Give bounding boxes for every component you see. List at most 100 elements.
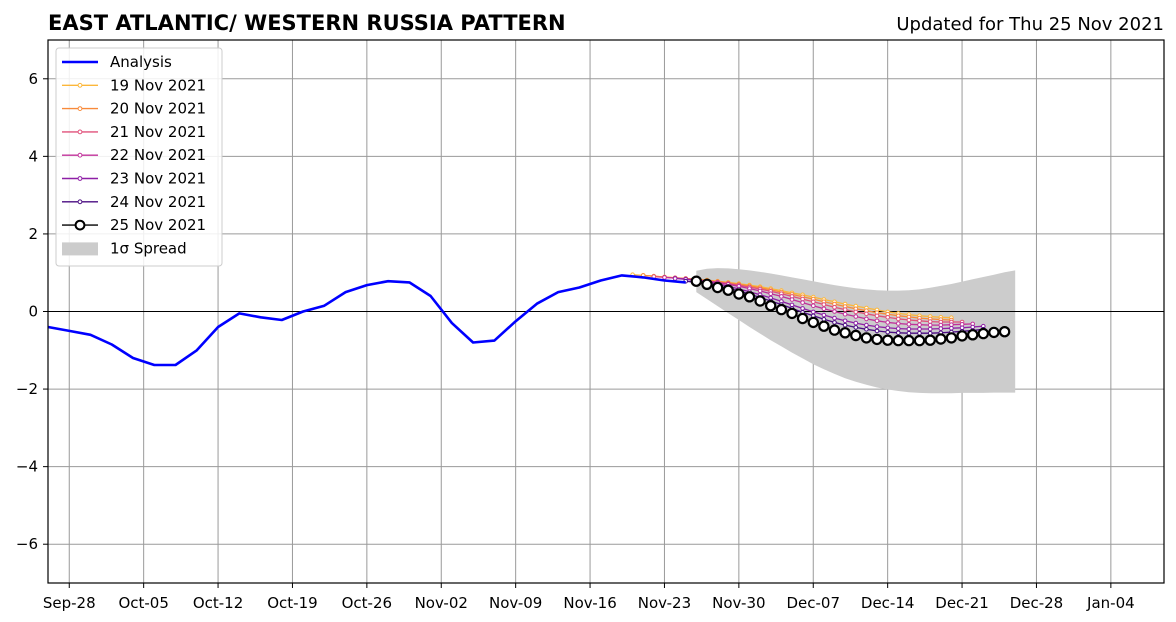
series-point [927, 330, 933, 336]
x-tick-label: Sep-28 [43, 594, 96, 612]
series-point [896, 316, 901, 322]
series-point [832, 304, 837, 310]
legend-entry: 23 Nov 2021 [62, 170, 206, 188]
series-point [839, 327, 851, 339]
series-point [917, 330, 922, 336]
series-point [956, 330, 968, 342]
x-tick-label: Oct-26 [342, 594, 392, 612]
series-point [853, 320, 859, 326]
y-tick-label: −2 [16, 380, 38, 398]
chart-title: EAST ATLANTIC/ WESTERN RUSSIA PATTERN [48, 11, 566, 35]
series-point [945, 332, 958, 344]
series-point [967, 329, 979, 341]
legend-marker [77, 106, 83, 111]
series-point [757, 288, 763, 294]
legend-entry: 20 Nov 2021 [62, 100, 206, 118]
x-tick-label: Nov-23 [638, 594, 691, 612]
x-tick-label: Nov-02 [415, 594, 468, 612]
legend-label: 19 Nov 2021 [110, 76, 206, 94]
series-point [896, 326, 901, 331]
series-point [874, 324, 880, 329]
series-point [662, 275, 667, 280]
series-point [871, 333, 883, 346]
legend-marker [77, 199, 83, 205]
series-point [832, 315, 837, 321]
series-point [733, 288, 745, 300]
x-tick-label: Dec-21 [935, 594, 989, 612]
x-tick-label: Nov-30 [712, 594, 765, 612]
series-point [701, 278, 713, 290]
series-7 [690, 275, 1011, 347]
series-point [853, 309, 859, 315]
x-tick-label: Nov-16 [563, 594, 616, 612]
legend-box [55, 47, 223, 267]
x-tick-label: Oct-12 [193, 594, 243, 612]
series-point [864, 316, 869, 322]
legend-marker [77, 82, 83, 88]
series-point [828, 324, 841, 336]
series-point [906, 322, 912, 327]
series-point [885, 320, 891, 325]
series-point [938, 326, 944, 331]
series-point [864, 327, 869, 332]
series-point [853, 325, 859, 330]
series-point [885, 315, 891, 320]
series-point [821, 302, 827, 307]
series-point [874, 318, 880, 324]
series-point [842, 318, 848, 324]
y-tick-label: 0 [28, 303, 38, 321]
series-point [874, 328, 880, 334]
series-point [988, 326, 1000, 339]
series-point [949, 325, 954, 331]
series-point [927, 322, 933, 328]
legend-label: 24 Nov 2021 [110, 193, 206, 211]
y-tick-label: 6 [28, 70, 38, 88]
series-point [917, 322, 922, 328]
chart-subtitle: Updated for Thu 25 Nov 2021 [896, 14, 1164, 35]
legend-entry: 24 Nov 2021 [62, 193, 206, 211]
series-point [885, 329, 891, 335]
analysis-layer [47, 274, 686, 367]
legend-entry: Analysis [62, 53, 172, 71]
series-point [811, 299, 816, 305]
series-point [765, 300, 777, 312]
series-point [775, 303, 788, 316]
legend-label: 23 Nov 2021 [110, 170, 206, 188]
y-tick-label: 2 [28, 225, 38, 243]
legend-label: 1σ Spread [110, 239, 187, 257]
legend-marker [77, 176, 83, 181]
series-point [935, 333, 947, 345]
series-point [864, 311, 869, 317]
y-tick-label: −6 [16, 535, 38, 553]
series-point [789, 297, 795, 302]
series-point [786, 307, 798, 320]
series-point [906, 326, 912, 332]
series-point [913, 334, 926, 347]
plot-frame [47, 39, 1165, 584]
series-point [892, 334, 905, 347]
x-tick-label: Dec-28 [1010, 594, 1064, 612]
series-point [842, 311, 848, 317]
legend: Analysis 19 Nov 2021 20 Nov 2021 21 Nov 202… [55, 47, 223, 267]
analysis-line [47, 274, 686, 367]
series-point [903, 334, 915, 347]
forecast-series-layer [630, 272, 1011, 347]
legend-label: 21 Nov 2021 [110, 123, 206, 141]
legend-swatch [62, 242, 98, 256]
x-tick-label: Oct-19 [267, 594, 317, 612]
x-tick-label: Oct-05 [118, 594, 168, 612]
legend-marker [77, 129, 83, 135]
series-point [927, 326, 933, 332]
series-point [917, 326, 922, 332]
x-tick-label: Dec-14 [861, 594, 915, 612]
series-point [924, 334, 936, 346]
series-point [818, 320, 830, 332]
series-point [842, 322, 848, 328]
legend-label: 25 Nov 2021 [110, 216, 206, 234]
series-point [917, 318, 922, 324]
series-point [853, 314, 859, 319]
x-tick-label: Dec-07 [786, 594, 840, 612]
series-point [796, 312, 809, 325]
y-tick-label: −4 [16, 458, 38, 476]
